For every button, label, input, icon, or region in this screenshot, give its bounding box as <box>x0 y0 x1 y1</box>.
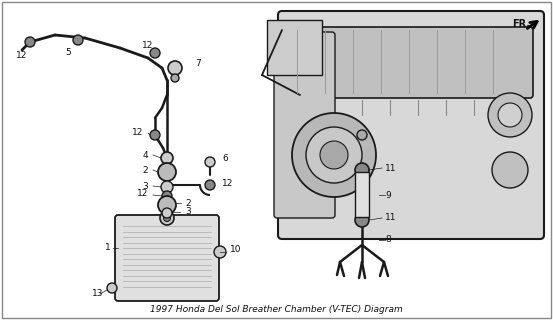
Circle shape <box>292 113 376 197</box>
Text: 1997 Honda Del Sol Breather Chamber (V-TEC) Diagram: 1997 Honda Del Sol Breather Chamber (V-T… <box>150 306 403 315</box>
Text: 5: 5 <box>65 47 71 57</box>
Text: 12: 12 <box>132 127 143 137</box>
Circle shape <box>306 127 362 183</box>
FancyBboxPatch shape <box>274 32 335 218</box>
Text: FR.: FR. <box>512 19 530 29</box>
Text: 2: 2 <box>142 165 148 174</box>
Circle shape <box>498 103 522 127</box>
Text: 12: 12 <box>222 179 233 188</box>
Circle shape <box>164 214 170 221</box>
Circle shape <box>357 130 367 140</box>
Circle shape <box>162 191 172 201</box>
Circle shape <box>150 48 160 58</box>
Bar <box>267 20 322 75</box>
Circle shape <box>320 141 348 169</box>
Text: 12: 12 <box>16 51 28 60</box>
Text: 7: 7 <box>195 59 201 68</box>
Text: 12: 12 <box>137 189 148 198</box>
FancyBboxPatch shape <box>289 27 533 98</box>
Text: 1: 1 <box>105 244 111 252</box>
Text: 3: 3 <box>142 181 148 190</box>
Text: 4: 4 <box>142 150 148 159</box>
Text: 6: 6 <box>222 154 228 163</box>
Circle shape <box>488 93 532 137</box>
FancyBboxPatch shape <box>278 11 544 239</box>
Circle shape <box>214 246 226 258</box>
Text: 3: 3 <box>185 206 191 215</box>
Text: 13: 13 <box>92 289 104 298</box>
Circle shape <box>161 152 173 164</box>
Circle shape <box>171 74 179 82</box>
Circle shape <box>355 163 369 177</box>
Circle shape <box>205 180 215 190</box>
Text: 11: 11 <box>385 213 397 222</box>
Circle shape <box>160 211 174 225</box>
Circle shape <box>168 61 182 75</box>
Circle shape <box>162 208 172 218</box>
Text: 2: 2 <box>185 198 191 207</box>
Bar <box>355 172 369 217</box>
FancyBboxPatch shape <box>115 215 219 301</box>
Circle shape <box>73 35 83 45</box>
Circle shape <box>355 213 369 227</box>
Circle shape <box>492 152 528 188</box>
Text: 10: 10 <box>230 245 242 254</box>
Text: 9: 9 <box>385 190 391 199</box>
Circle shape <box>107 283 117 293</box>
Circle shape <box>25 37 35 47</box>
Circle shape <box>205 157 215 167</box>
Text: 11: 11 <box>385 164 397 172</box>
Text: 12: 12 <box>142 41 154 50</box>
Circle shape <box>161 181 173 193</box>
Text: 8: 8 <box>385 236 391 244</box>
Circle shape <box>150 130 160 140</box>
Circle shape <box>158 196 176 214</box>
Circle shape <box>158 163 176 181</box>
